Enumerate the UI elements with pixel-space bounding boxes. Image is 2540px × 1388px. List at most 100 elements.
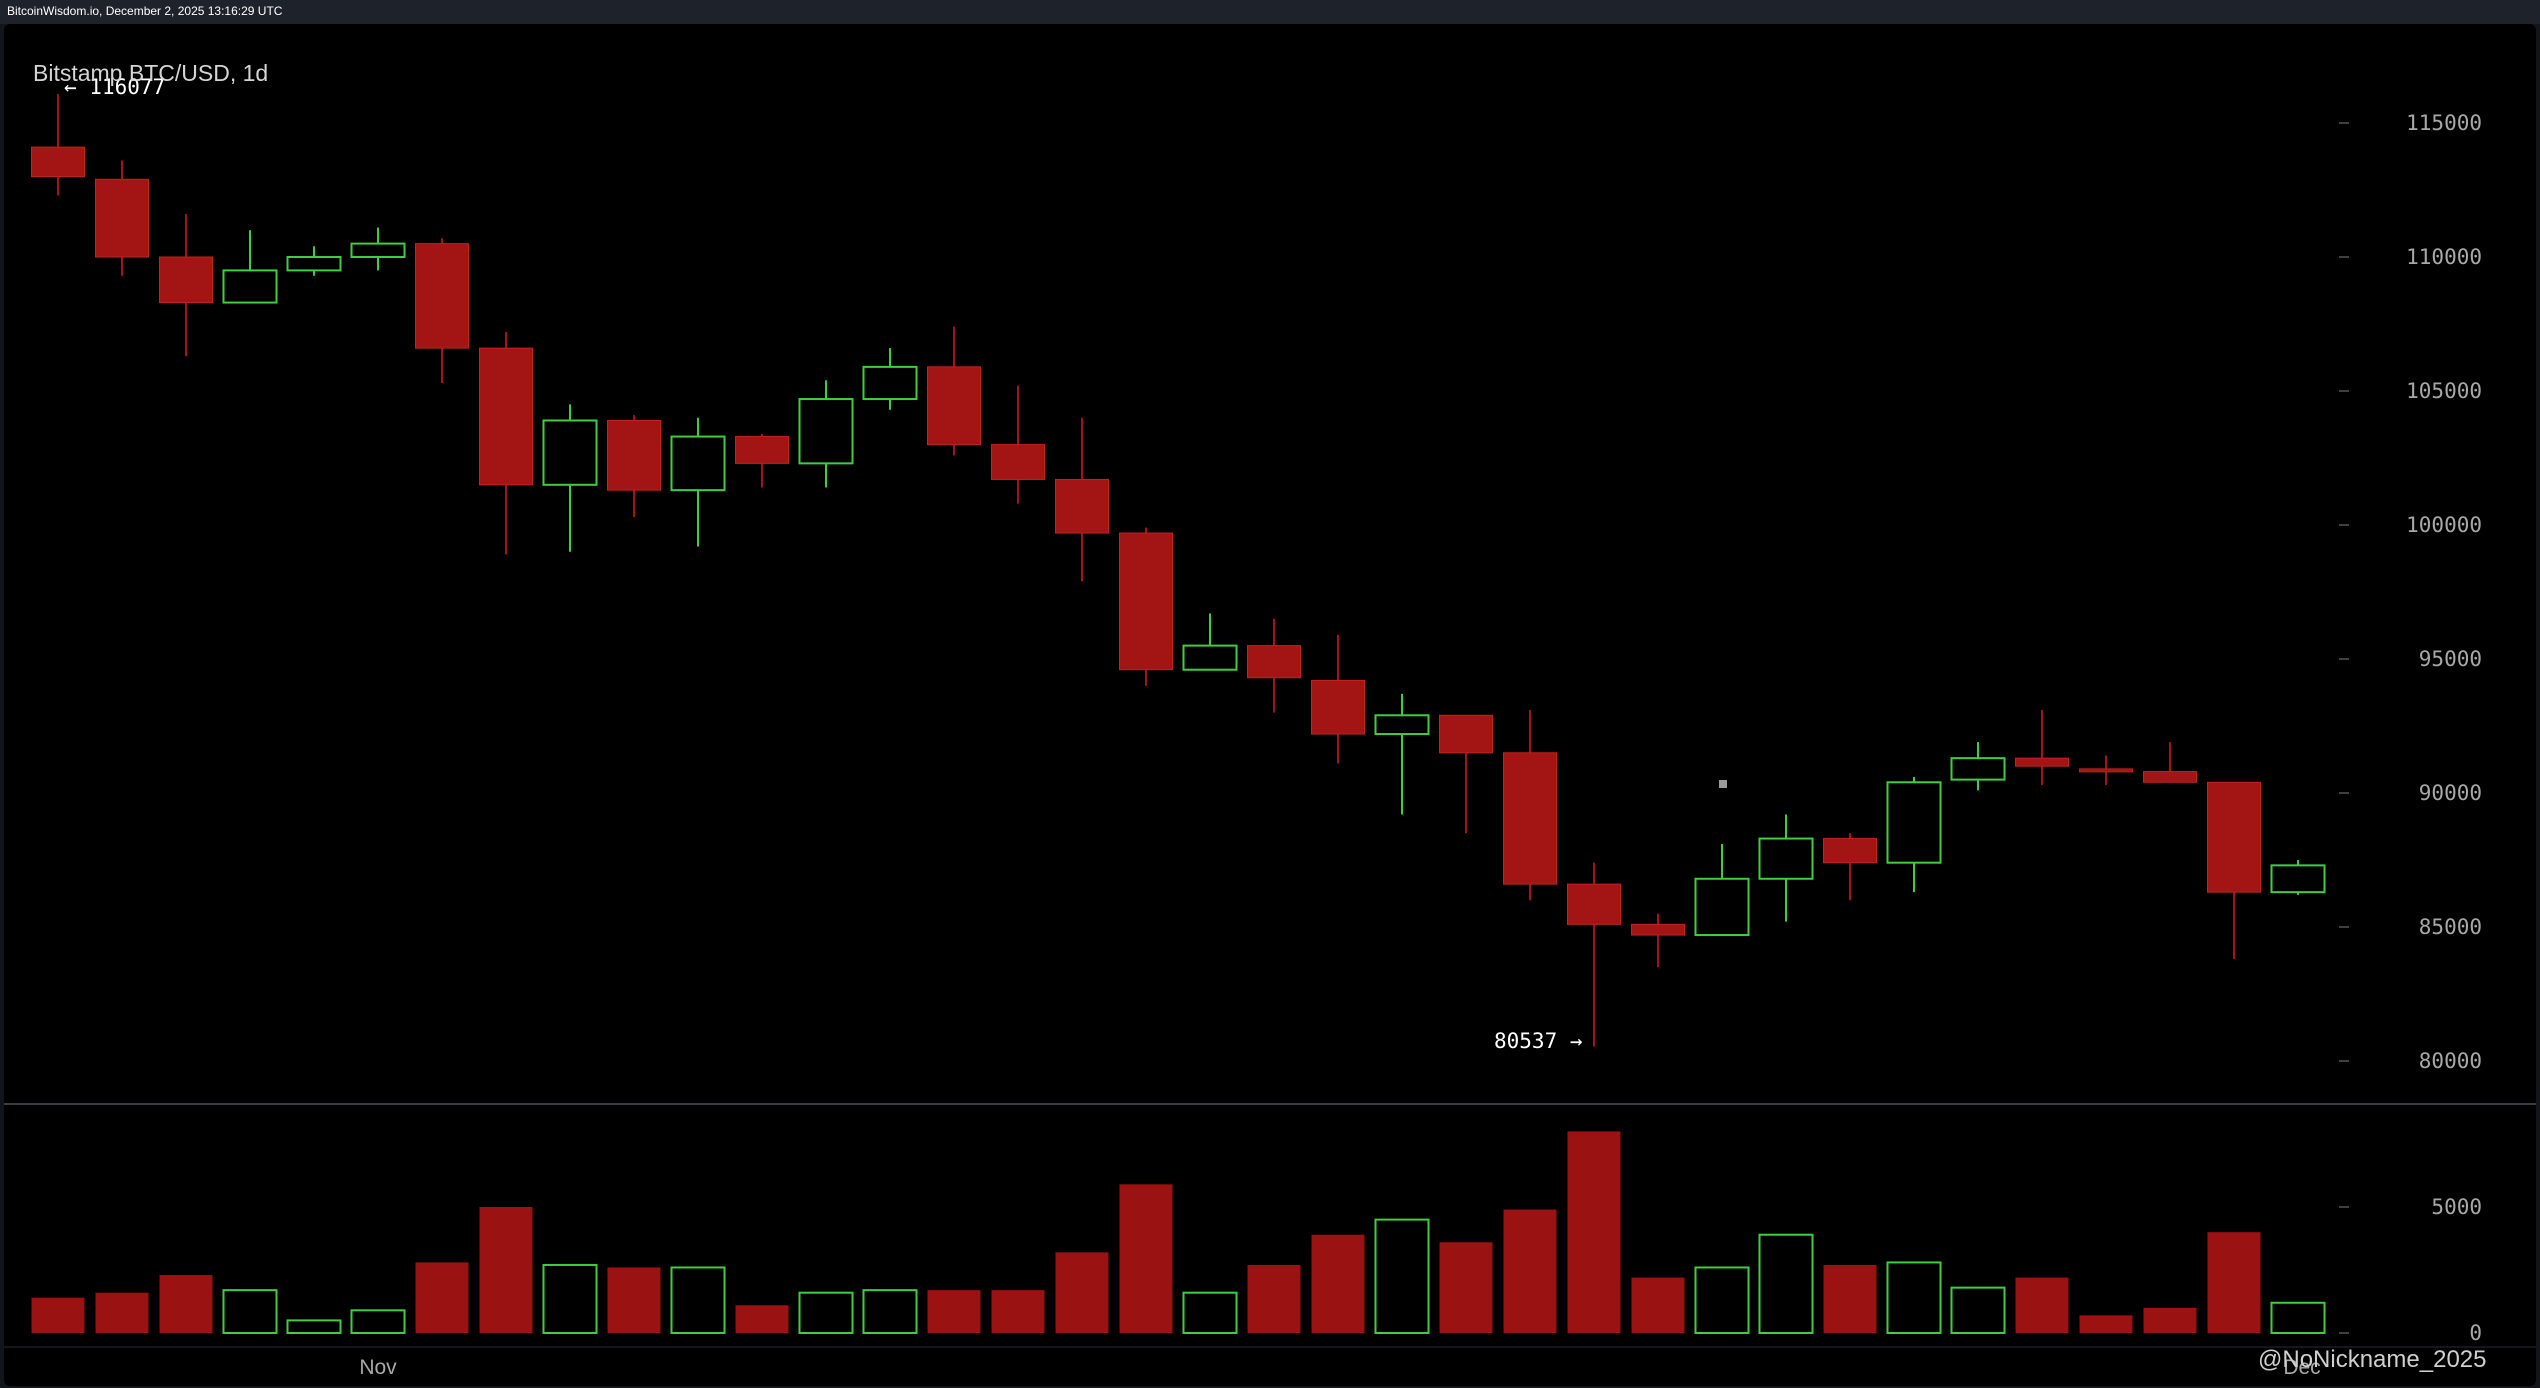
volume-bar-down bbox=[1055, 1252, 1109, 1333]
volume-bar-down bbox=[1823, 1264, 1877, 1333]
candle bbox=[1567, 862, 1621, 1047]
chart-panel: 80000 85000 90000 95000 100000 105000 110000 11… bbox=[4, 24, 2536, 1386]
candle-body-up bbox=[670, 435, 726, 492]
candle-body-down bbox=[607, 419, 661, 491]
watermark-text: @NoNickname_2025 bbox=[2258, 1346, 2487, 1373]
volume-bar-down bbox=[1247, 1264, 1301, 1333]
volume-bar-down bbox=[735, 1305, 789, 1333]
price-tick-label: 105000 bbox=[2406, 379, 2482, 403]
candle-body-up bbox=[542, 419, 598, 486]
candle bbox=[2270, 860, 2326, 895]
volume-bar-up bbox=[862, 1289, 918, 1335]
candle-body-down bbox=[1631, 923, 1685, 936]
volume-bar-up bbox=[1758, 1233, 1814, 1334]
candle-body-down bbox=[2079, 768, 2133, 773]
candle bbox=[1055, 417, 1109, 582]
candle-body-down bbox=[2015, 757, 2069, 767]
volume-bar-down bbox=[479, 1207, 533, 1333]
high-label: ← 116077 bbox=[64, 75, 165, 99]
candle-body-down bbox=[991, 444, 1045, 480]
price-tick-label: 85000 bbox=[2419, 915, 2482, 939]
candle bbox=[1694, 843, 1750, 937]
volume-bar-up bbox=[798, 1291, 854, 1335]
volume-bar-up bbox=[222, 1289, 278, 1335]
candle bbox=[1374, 693, 1430, 815]
candle-body-down bbox=[735, 436, 789, 464]
candle bbox=[1950, 742, 2006, 791]
volume-bar-up bbox=[2270, 1301, 2326, 1335]
candle-body-down bbox=[2207, 781, 2261, 893]
volume-bar-down bbox=[31, 1297, 85, 1333]
price-tick-label: 95000 bbox=[2419, 647, 2482, 671]
candle-body-down bbox=[415, 243, 469, 349]
candle-body-down bbox=[159, 256, 213, 304]
volume-bar-up bbox=[1950, 1286, 2006, 1335]
volume-bar-down bbox=[927, 1290, 981, 1333]
candle bbox=[2015, 709, 2069, 785]
x-label-nov: Nov bbox=[359, 1356, 397, 1379]
candle-body-up bbox=[350, 242, 406, 259]
volume-tick-label: 5000 bbox=[2431, 1195, 2482, 1219]
candles bbox=[31, 94, 2326, 1047]
candle-body-down bbox=[479, 347, 533, 486]
candle-body-up bbox=[1182, 644, 1238, 671]
candle-body-up bbox=[222, 269, 278, 304]
volume-bar-up bbox=[670, 1266, 726, 1334]
candle bbox=[1247, 618, 1301, 713]
crosshair-marker bbox=[1719, 780, 1727, 788]
candle bbox=[607, 415, 661, 517]
candle bbox=[222, 230, 278, 304]
price-tick-label: 110000 bbox=[2406, 245, 2482, 269]
volume-bar-down bbox=[2143, 1307, 2197, 1333]
candle bbox=[415, 238, 469, 383]
candle-body-down bbox=[1119, 532, 1173, 671]
candle-body-down bbox=[927, 366, 981, 446]
candle bbox=[735, 433, 789, 488]
candle bbox=[862, 348, 918, 410]
top-bar: BitcoinWisdom.io, December 2, 2025 13:16… bbox=[0, 0, 2540, 24]
candle bbox=[1439, 714, 1493, 834]
candle bbox=[1119, 527, 1173, 686]
price-tick-label: 90000 bbox=[2419, 781, 2482, 805]
price-tick-label: 100000 bbox=[2406, 513, 2482, 537]
candle-body-up bbox=[286, 256, 342, 272]
volume-bar-down bbox=[1567, 1131, 1621, 1333]
volume-bar-down bbox=[1631, 1277, 1685, 1333]
candle bbox=[286, 246, 342, 276]
candle-body-down bbox=[1823, 838, 1877, 864]
price-axis: 80000 85000 90000 95000 100000 105000 110000 11… bbox=[2339, 111, 2482, 1073]
candle bbox=[479, 332, 533, 555]
candle bbox=[159, 214, 213, 357]
candle-body-down bbox=[1567, 883, 1621, 925]
volume-bar-down bbox=[607, 1267, 661, 1333]
source-timestamp: BitcoinWisdom.io, December 2, 2025 13:16… bbox=[7, 4, 283, 18]
candle-body-up bbox=[1694, 877, 1750, 937]
candle bbox=[1758, 814, 1814, 922]
candle-body-up bbox=[798, 398, 854, 465]
volume-bar-down bbox=[1439, 1242, 1493, 1333]
candle bbox=[2143, 742, 2197, 783]
candle-body-down bbox=[95, 178, 149, 258]
volume-bars: 0 5000 bbox=[31, 1131, 2482, 1345]
volume-bar-down bbox=[1503, 1209, 1557, 1333]
candle-body-up bbox=[1758, 837, 1814, 880]
candle bbox=[1503, 709, 1557, 901]
candle bbox=[2079, 755, 2133, 785]
candle bbox=[670, 417, 726, 547]
price-tick-label: 80000 bbox=[2419, 1049, 2482, 1073]
volume-bar-down bbox=[991, 1290, 1045, 1333]
candle bbox=[542, 404, 598, 552]
candle bbox=[1631, 913, 1685, 968]
watermark: @NoNickname_2025 bbox=[2258, 1346, 2486, 1374]
volume-bar-down bbox=[159, 1275, 213, 1333]
candle-body-up bbox=[1374, 714, 1430, 736]
volume-bar-up bbox=[1374, 1218, 1430, 1334]
candle-body-up bbox=[1950, 757, 2006, 781]
candle-body-down bbox=[1247, 645, 1301, 679]
volume-bar-down bbox=[2015, 1277, 2069, 1333]
candle-body-up bbox=[2270, 864, 2326, 894]
volume-bar-down bbox=[2079, 1315, 2133, 1333]
volume-bar-down bbox=[415, 1262, 469, 1333]
volume-bar-up bbox=[542, 1263, 598, 1334]
volume-tick-label: 0 bbox=[2469, 1321, 2482, 1345]
